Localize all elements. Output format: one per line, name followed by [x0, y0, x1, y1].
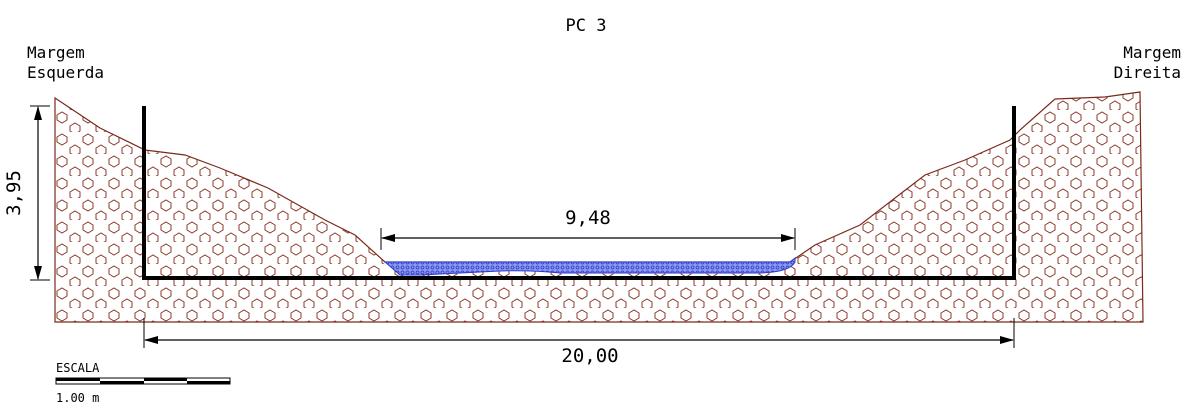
water-width-value: 9,48 [565, 207, 611, 229]
left-bank-label-line2: Esquerda [27, 63, 104, 82]
right-bank-label-line2: Direita [1114, 63, 1181, 82]
scale-label: ESCALA [56, 361, 100, 375]
scale-value: 1.00 m [56, 391, 99, 405]
left-bank-label-line1: Margem [27, 43, 85, 62]
water-body [383, 256, 796, 276]
channel-structure [142, 106, 1016, 280]
scale-bar [55, 377, 231, 385]
right-bank-label-line1: Margem [1123, 43, 1181, 62]
water-width-dimension [380, 228, 796, 250]
total-width-value: 20,00 [561, 345, 618, 367]
height-value: 3,95 [3, 170, 25, 216]
drawing-title: PC 3 [566, 16, 607, 36]
height-dimension [30, 105, 50, 281]
total-width-dimension [143, 318, 1015, 348]
soil-section [54, 91, 1144, 323]
